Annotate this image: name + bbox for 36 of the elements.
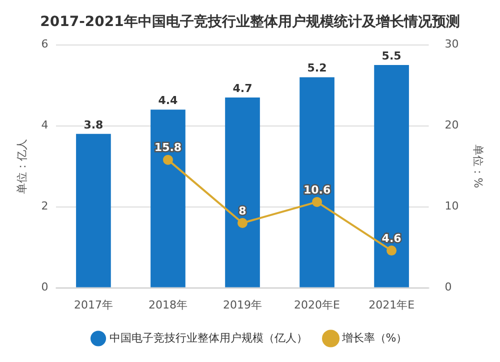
y-tick-label: 0	[41, 280, 48, 294]
y2-tick-label: 10	[444, 200, 459, 213]
point	[386, 246, 397, 256]
y-axis-title: 单位：亿人	[15, 138, 28, 194]
bar	[225, 97, 260, 288]
legend-label: 增长率（%）	[340, 331, 408, 344]
bar	[76, 134, 111, 288]
x-tick-label: 2021年E	[368, 298, 415, 312]
data-label: 4.6	[382, 232, 402, 245]
data-label: 3.8	[84, 118, 104, 132]
x-tick-label: 2017年	[74, 298, 113, 312]
data-label: 15.8	[154, 141, 182, 154]
data-label: 10.6	[303, 183, 331, 196]
bar	[374, 65, 409, 288]
y-tick-label: 6	[41, 38, 48, 51]
y2-tick-label: 20	[444, 118, 459, 132]
y2-axis-title: 单位：%	[472, 144, 485, 188]
legend-label: 中国电子竞技行业整体用户规模（亿人）	[109, 331, 308, 344]
bar	[150, 110, 186, 288]
data-label: 5.5	[382, 49, 402, 62]
point	[238, 218, 248, 228]
y-tick-label: 4	[41, 118, 48, 132]
x-tick-label: 2020年E	[294, 298, 340, 312]
data-label: 4.4	[158, 94, 178, 107]
data-label: 8	[238, 204, 246, 218]
y2-tick-label: 30	[444, 38, 459, 51]
y2-tick-label: 0	[444, 280, 452, 294]
bar	[300, 77, 334, 288]
y-tick-label: 2	[41, 200, 48, 213]
x-tick-label: 2018年	[148, 298, 188, 312]
x-tick-label: 2019年	[223, 298, 262, 312]
data-label: 4.7	[232, 82, 252, 95]
point	[162, 154, 173, 165]
chart-title: 2017-2021年中国电子竞技行业整体用户规模统计及增长情况预测	[40, 13, 460, 30]
data-label: 5.2	[307, 62, 327, 75]
point	[312, 196, 322, 207]
